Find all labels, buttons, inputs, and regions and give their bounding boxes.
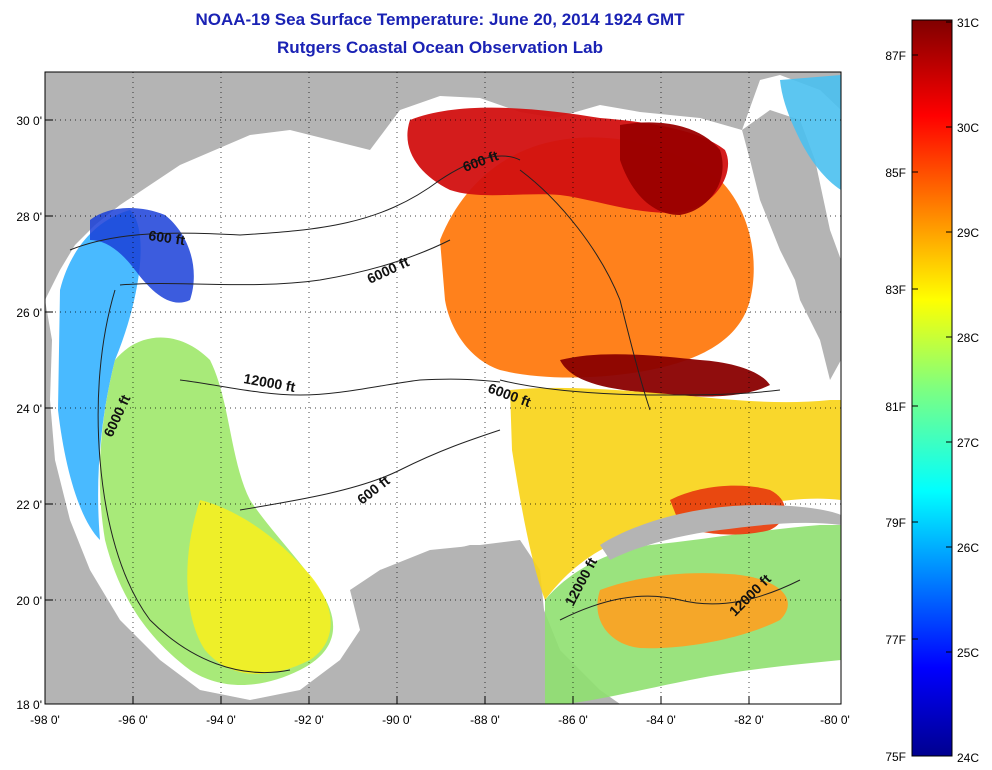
- y-tick-label: 22 0': [16, 498, 42, 512]
- colorbar-label-celsius: 27C: [957, 436, 979, 450]
- land: [45, 72, 841, 704]
- contour-label: 600 ft: [148, 227, 187, 248]
- colorbar-label-celsius: 31C: [957, 16, 979, 30]
- gridlines: [45, 72, 841, 704]
- x-tick-label: -82 0': [734, 713, 764, 727]
- sst-west-yellow: [187, 500, 331, 674]
- land-yucatan: [360, 540, 545, 700]
- sst-south-orange: [597, 573, 788, 649]
- colorbar-label-fahrenheit: 81F: [885, 400, 906, 414]
- colorbar-label-celsius: 28C: [957, 331, 979, 345]
- x-tick-label: -94 0': [206, 713, 236, 727]
- colorbar-label-fahrenheit: 77F: [885, 633, 906, 647]
- land-cuba: [600, 505, 841, 560]
- contour-600-central: [239, 429, 501, 511]
- y-tick-labels: 30 0' 28 0' 26 0' 24 0' 22 0' 20 0' 18 0…: [16, 114, 42, 712]
- colorbar-fahrenheit-labels: 87F 85F 83F 81F 79F 77F 75F: [885, 49, 906, 764]
- land-florida: [742, 110, 841, 380]
- sst-ne-dark: [560, 354, 770, 397]
- sst-south-yellow: [510, 387, 841, 600]
- colorbar-label-fahrenheit: 83F: [885, 283, 906, 297]
- x-tick-label: -84 0': [646, 713, 676, 727]
- land-us-coast: [45, 72, 841, 300]
- map-frame: [44, 71, 842, 705]
- colorbar-label-celsius: 30C: [957, 121, 979, 135]
- y-tick-label: 24 0': [16, 402, 42, 416]
- x-tick-label: -88 0': [470, 713, 500, 727]
- y-tick-label: 26 0': [16, 306, 42, 320]
- x-tick-labels: -98 0' -96 0' -94 0' -92 0' -90 0' -88 0…: [30, 713, 850, 727]
- colorbar-label-celsius: 26C: [957, 541, 979, 555]
- map-subtitle: Rutgers Coastal Ocean Observation Lab: [277, 38, 603, 57]
- x-tick-label: -92 0': [294, 713, 324, 727]
- contour-6000-north: [119, 239, 451, 286]
- colorbar-label-celsius: 29C: [957, 226, 979, 240]
- y-tick-label: 18 0': [16, 698, 42, 712]
- contour-shelf-florida: [519, 169, 651, 411]
- x-tick-label: -96 0': [118, 713, 148, 727]
- contour-12000: [179, 378, 501, 396]
- y-tick-label: 20 0': [16, 594, 42, 608]
- colorbar-label-fahrenheit: 75F: [885, 750, 906, 764]
- y-tick-label: 28 0': [16, 210, 42, 224]
- tick-marks: [44, 119, 842, 705]
- contour-6000-west: [97, 289, 291, 674]
- colorbar-label-celsius: 24C: [957, 751, 979, 765]
- sst-field: [58, 75, 841, 704]
- colorbar-ticks: [912, 21, 952, 757]
- sst-west-deep: [90, 208, 194, 303]
- contour-6000-east: [499, 379, 781, 396]
- colorbar-label-fahrenheit: 79F: [885, 516, 906, 530]
- sst-atlantic: [780, 75, 841, 190]
- sst-ne-darktop: [620, 122, 723, 215]
- map-title: NOAA-19 Sea Surface Temperature: June 20…: [195, 10, 685, 29]
- colorbar-label-fahrenheit: 87F: [885, 49, 906, 63]
- x-tick-label: -98 0': [30, 713, 60, 727]
- contour-600-north: [69, 155, 521, 251]
- y-tick-label: 30 0': [16, 114, 42, 128]
- colorbar: [911, 19, 953, 757]
- x-tick-label: -90 0': [382, 713, 412, 727]
- x-tick-label: -80 0': [820, 713, 850, 727]
- colorbar-label-celsius: 25C: [957, 646, 979, 660]
- colorbar-label-fahrenheit: 85F: [885, 166, 906, 180]
- colorbar-celsius-labels: 31C 30C 29C 28C 27C 26C 25C 24C: [957, 16, 979, 765]
- x-tick-label: -86 0': [558, 713, 588, 727]
